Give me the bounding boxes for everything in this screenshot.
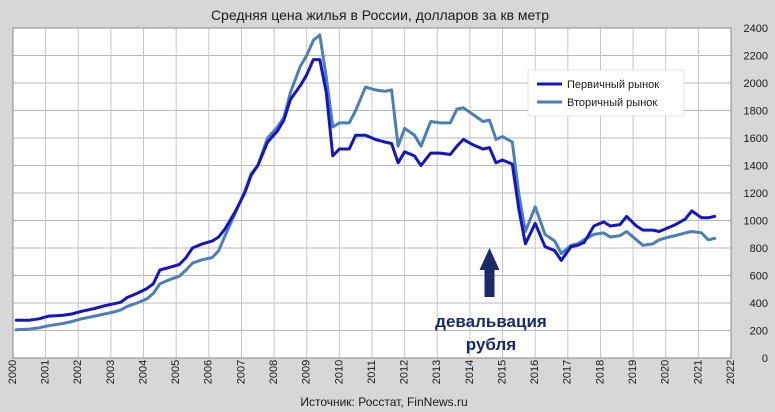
source-caption: Источник: Росстат, FinNews.ru — [300, 395, 467, 409]
devaluation-annotation: девальвация рубля — [435, 248, 547, 354]
series-line-primary — [14, 58, 717, 322]
x-tick-label: 2010 — [333, 360, 345, 384]
x-tick-label: 2021 — [692, 360, 704, 384]
y-tick-label: 2400 — [744, 23, 768, 35]
y-tick-label: 0 — [762, 353, 768, 365]
legend-box — [527, 69, 685, 117]
x-tick-label: 2000 — [7, 360, 19, 384]
x-tick-label: 2012 — [399, 360, 411, 384]
annotation-line-2: рубля — [466, 335, 516, 354]
legend: Первичный рынок Вторичный рынок — [527, 69, 685, 117]
x-tick-label: 2017 — [562, 360, 574, 384]
x-tick-label: 2003 — [105, 360, 117, 384]
series-group — [14, 33, 717, 332]
y-tick-label: 2000 — [744, 78, 768, 90]
y-tick-label: 1600 — [744, 133, 768, 145]
x-tick-label: 2011 — [366, 360, 378, 384]
x-tick-label: 2005 — [170, 360, 182, 384]
x-tick-label: 2015 — [496, 360, 508, 384]
y-tick-label: 1200 — [744, 188, 768, 200]
x-tick-label: 2018 — [594, 360, 606, 384]
x-tick-label: 2008 — [268, 360, 280, 384]
legend-label-primary: Первичный рынок — [567, 79, 659, 91]
x-tick-label: 2009 — [301, 360, 313, 384]
y-tick-label: 1800 — [744, 106, 768, 118]
x-tick-label: 2001 — [40, 360, 52, 384]
x-tick-label: 2004 — [137, 360, 149, 384]
y-axis-ticks: 0 200 400 600 800 1000 1200 1400 1600 1800 2000 220… — [744, 23, 768, 365]
y-tick-label: 2200 — [744, 51, 768, 63]
x-tick-label: 2019 — [627, 360, 639, 384]
x-tick-label: 2016 — [529, 360, 541, 384]
plot-border — [12, 27, 732, 359]
x-tick-label: 2014 — [464, 360, 476, 384]
x-tick-label: 2002 — [72, 360, 84, 384]
series-line-secondary — [14, 33, 717, 332]
legend-label-secondary: Вторичный рынок — [567, 97, 657, 109]
y-tick-label: 800 — [750, 243, 768, 255]
chart-title: Средняя цена жилья в России, долларов за… — [211, 7, 549, 23]
x-tick-label: 2022 — [725, 360, 737, 384]
y-tick-label: 400 — [750, 298, 768, 310]
x-tick-label: 2013 — [431, 360, 443, 384]
annotation-line-1: девальвация — [435, 312, 547, 331]
y-tick-label: 1400 — [744, 161, 768, 173]
y-tick-label: 1000 — [744, 216, 768, 228]
y-tick-label: 200 — [750, 326, 768, 338]
x-tick-label: 2020 — [660, 360, 672, 384]
x-tick-label: 2007 — [235, 360, 247, 384]
annotation-arrow — [479, 248, 500, 297]
x-axis-ticks: 2000 2001 2002 2003 2004 2005 2006 2007 2008 2009… — [7, 360, 737, 384]
x-tick-label: 2006 — [203, 360, 215, 384]
y-tick-label: 600 — [750, 271, 768, 283]
